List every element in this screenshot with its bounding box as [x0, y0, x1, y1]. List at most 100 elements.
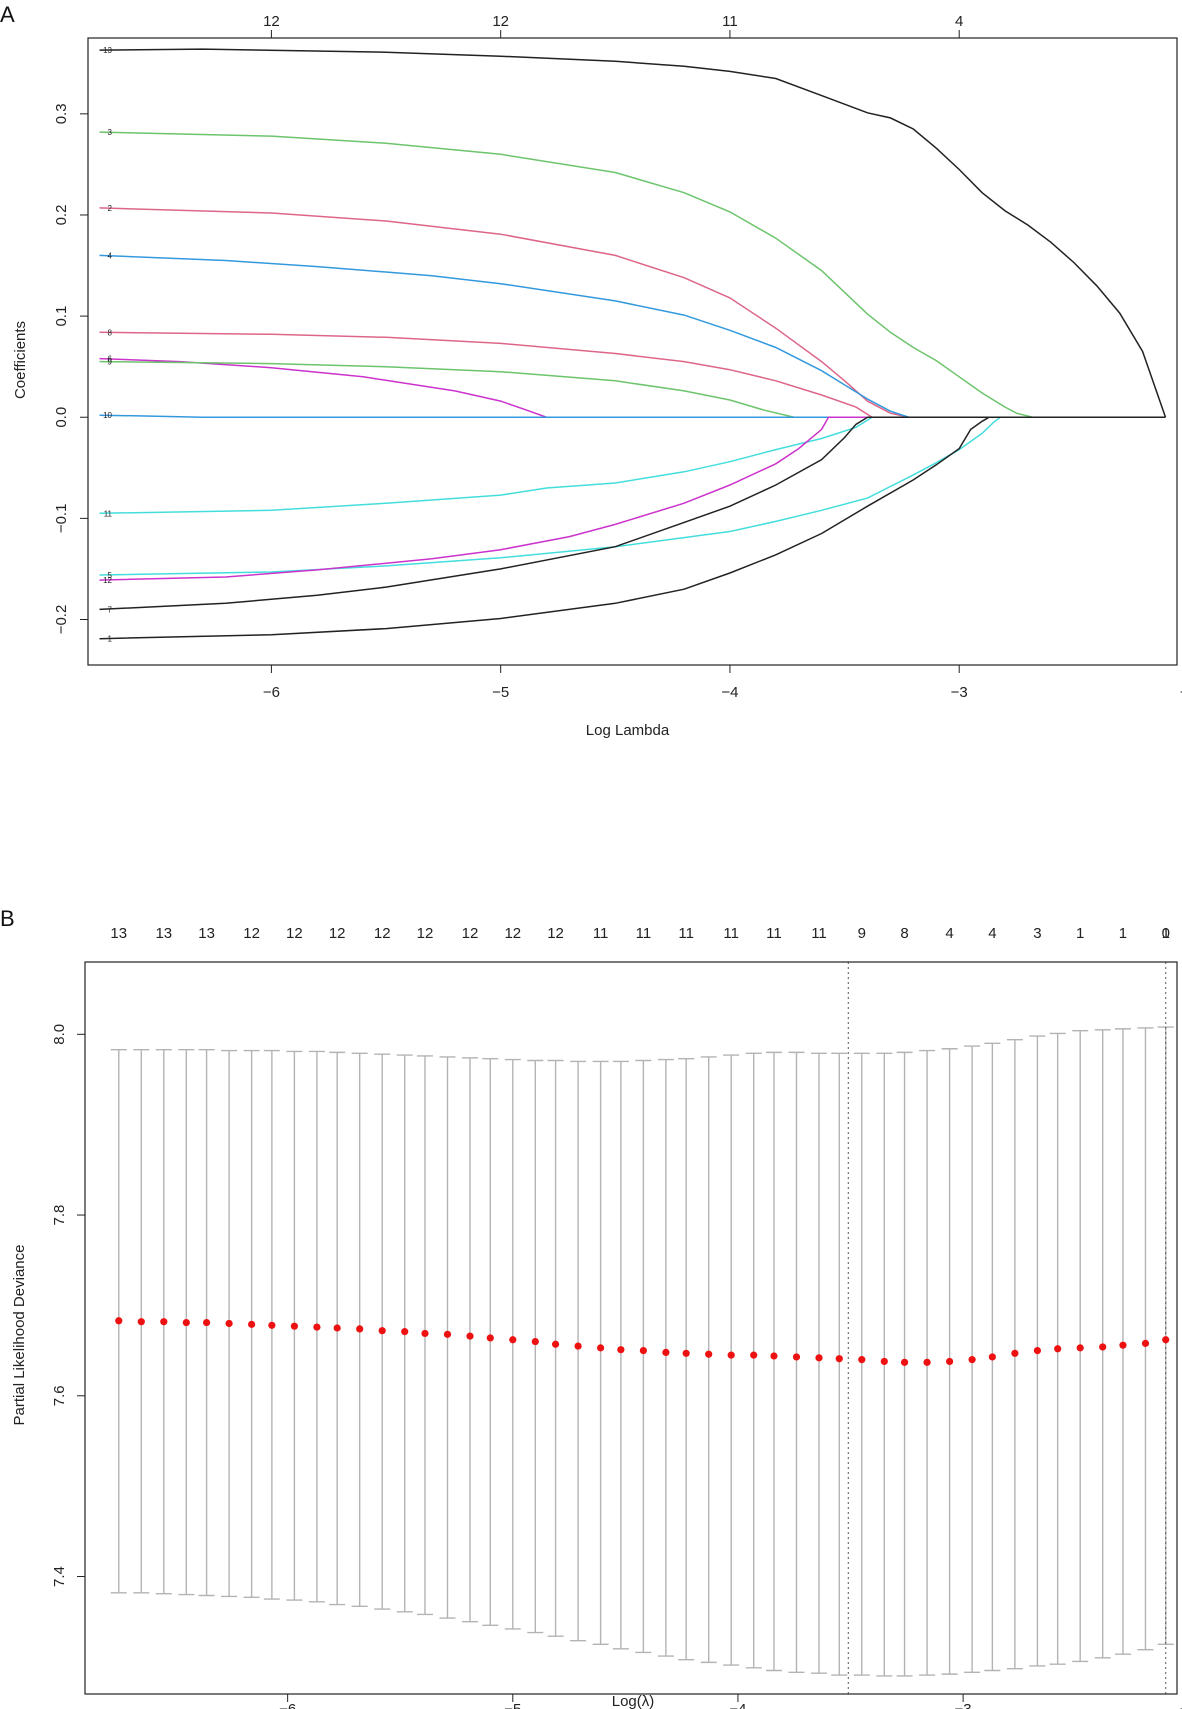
- deviance-point: [378, 1327, 386, 1335]
- deviance-point: [617, 1346, 625, 1354]
- top-count-label-b: 1: [1076, 925, 1084, 942]
- x-axis-label-a: Log Lambda: [586, 722, 670, 739]
- deviance-point: [1119, 1341, 1127, 1349]
- top-count-label-b: 11: [593, 925, 609, 942]
- top-tick-label-a: 12: [263, 13, 280, 30]
- deviance-point: [115, 1317, 123, 1325]
- series-label-3: 3: [108, 128, 113, 137]
- deviance-point: [1162, 1336, 1170, 1344]
- deviance-point: [313, 1323, 321, 1331]
- y-tick-label-b: 7.4: [51, 1566, 68, 1587]
- top-count-label-b: 12: [329, 925, 346, 942]
- y-tick-label-a: −0.1: [53, 504, 70, 534]
- deviance-point: [421, 1329, 429, 1338]
- series-label-6: 6: [108, 355, 113, 364]
- top-count-label-b: 4: [945, 925, 953, 942]
- coef-path-9: [99, 360, 1166, 418]
- deviance-point: [137, 1318, 145, 1326]
- deviance-point: [466, 1332, 474, 1340]
- x-axis-label-b: Log(λ): [612, 1693, 655, 1709]
- top-tick-label-a: 12: [492, 13, 509, 30]
- coef-path-13: [99, 48, 1167, 418]
- deviance-point: [290, 1322, 298, 1330]
- deviance-point: [531, 1337, 539, 1346]
- top-count-label-b: 13: [110, 925, 127, 942]
- x-tick-label-b: −2: [1180, 1701, 1182, 1709]
- panel-letter-b: B: [0, 906, 15, 931]
- x-tick-label-b: −3: [955, 1701, 972, 1709]
- series-label-1: 1: [108, 635, 113, 644]
- deviance-point: [160, 1318, 168, 1326]
- plot-frame-b: [84, 961, 1178, 1695]
- y-tick-label-b: 8.0: [51, 1024, 68, 1045]
- x-tick-label-a: −4: [721, 684, 738, 701]
- deviance-point: [1076, 1344, 1084, 1352]
- top-count-label-b: 0: [1162, 925, 1170, 942]
- top-count-label-b: 9: [858, 925, 866, 942]
- top-count-label-b: 12: [547, 925, 564, 942]
- deviance-point: [815, 1354, 823, 1362]
- top-count-label-b: 12: [504, 925, 521, 942]
- series-label-13: 13: [103, 46, 112, 55]
- top-count-label-b: 13: [198, 925, 215, 942]
- deviance-point: [401, 1328, 409, 1336]
- coef-path-1: [99, 416, 1166, 640]
- y-axis-label-b: Partial Likelihood Deviance: [11, 1245, 28, 1426]
- coef-path-7: [99, 416, 1166, 611]
- series-label-8: 8: [108, 328, 113, 337]
- deviance-point: [858, 1356, 866, 1364]
- deviance-point: [202, 1318, 211, 1327]
- deviance-point: [945, 1357, 954, 1366]
- deviance-point: [551, 1340, 560, 1348]
- x-tick-label-b: −6: [279, 1701, 296, 1709]
- deviance-point: [486, 1334, 494, 1342]
- deviance-point: [662, 1348, 670, 1356]
- deviance-point: [639, 1346, 647, 1355]
- deviance-point: [182, 1318, 190, 1327]
- deviance-point: [597, 1344, 605, 1352]
- x-tick-label-a: −2: [1180, 684, 1182, 701]
- deviance-point: [682, 1349, 690, 1357]
- deviance-point: [248, 1320, 256, 1328]
- y-tick-label-a: −0.2: [53, 605, 70, 635]
- deviance-point: [1033, 1346, 1042, 1355]
- deviance-point: [333, 1324, 341, 1332]
- deviance-point: [900, 1358, 909, 1366]
- deviance-point: [1011, 1349, 1019, 1357]
- y-tick-label-a: 0.1: [53, 306, 70, 327]
- top-count-label-b: 11: [678, 925, 694, 942]
- deviance-point: [268, 1321, 276, 1329]
- top-count-label-b: 11: [636, 925, 652, 942]
- top-tick-label-a: 11: [722, 13, 738, 30]
- top-count-label-b: 8: [900, 925, 908, 942]
- deviance-point: [1141, 1339, 1150, 1347]
- series-label-2: 2: [108, 204, 113, 213]
- y-tick-label-a: 0.3: [53, 103, 70, 124]
- deviance-point: [923, 1358, 931, 1366]
- deviance-point: [792, 1353, 801, 1361]
- deviance-point: [356, 1325, 364, 1333]
- coef-path-5: [99, 416, 1166, 576]
- deviance-point: [750, 1351, 758, 1359]
- deviance-point: [770, 1352, 778, 1360]
- deviance-point: [705, 1350, 713, 1358]
- coef-path-6: [99, 357, 1166, 418]
- y-axis-label-a: Coefficients: [12, 321, 29, 399]
- deviance-point: [1099, 1343, 1107, 1351]
- x-tick-label-b: −4: [729, 1701, 746, 1709]
- panel-letter-a: A: [0, 2, 15, 27]
- deviance-point: [443, 1330, 452, 1338]
- top-count-label-b: 12: [286, 925, 303, 942]
- deviance-point: [988, 1353, 996, 1361]
- series-label-12: 12: [103, 576, 112, 585]
- x-tick-label-a: −6: [263, 684, 280, 701]
- top-count-label-b: 13: [155, 925, 172, 942]
- top-count-label-b: 11: [766, 925, 782, 942]
- y-tick-label-a: 0.2: [53, 205, 70, 226]
- deviance-point: [880, 1357, 888, 1366]
- top-count-label-b: 1: [1162, 925, 1170, 942]
- deviance-point: [968, 1356, 976, 1364]
- y-tick-label-b: 7.8: [51, 1205, 68, 1226]
- top-count-label-b: 12: [417, 925, 434, 942]
